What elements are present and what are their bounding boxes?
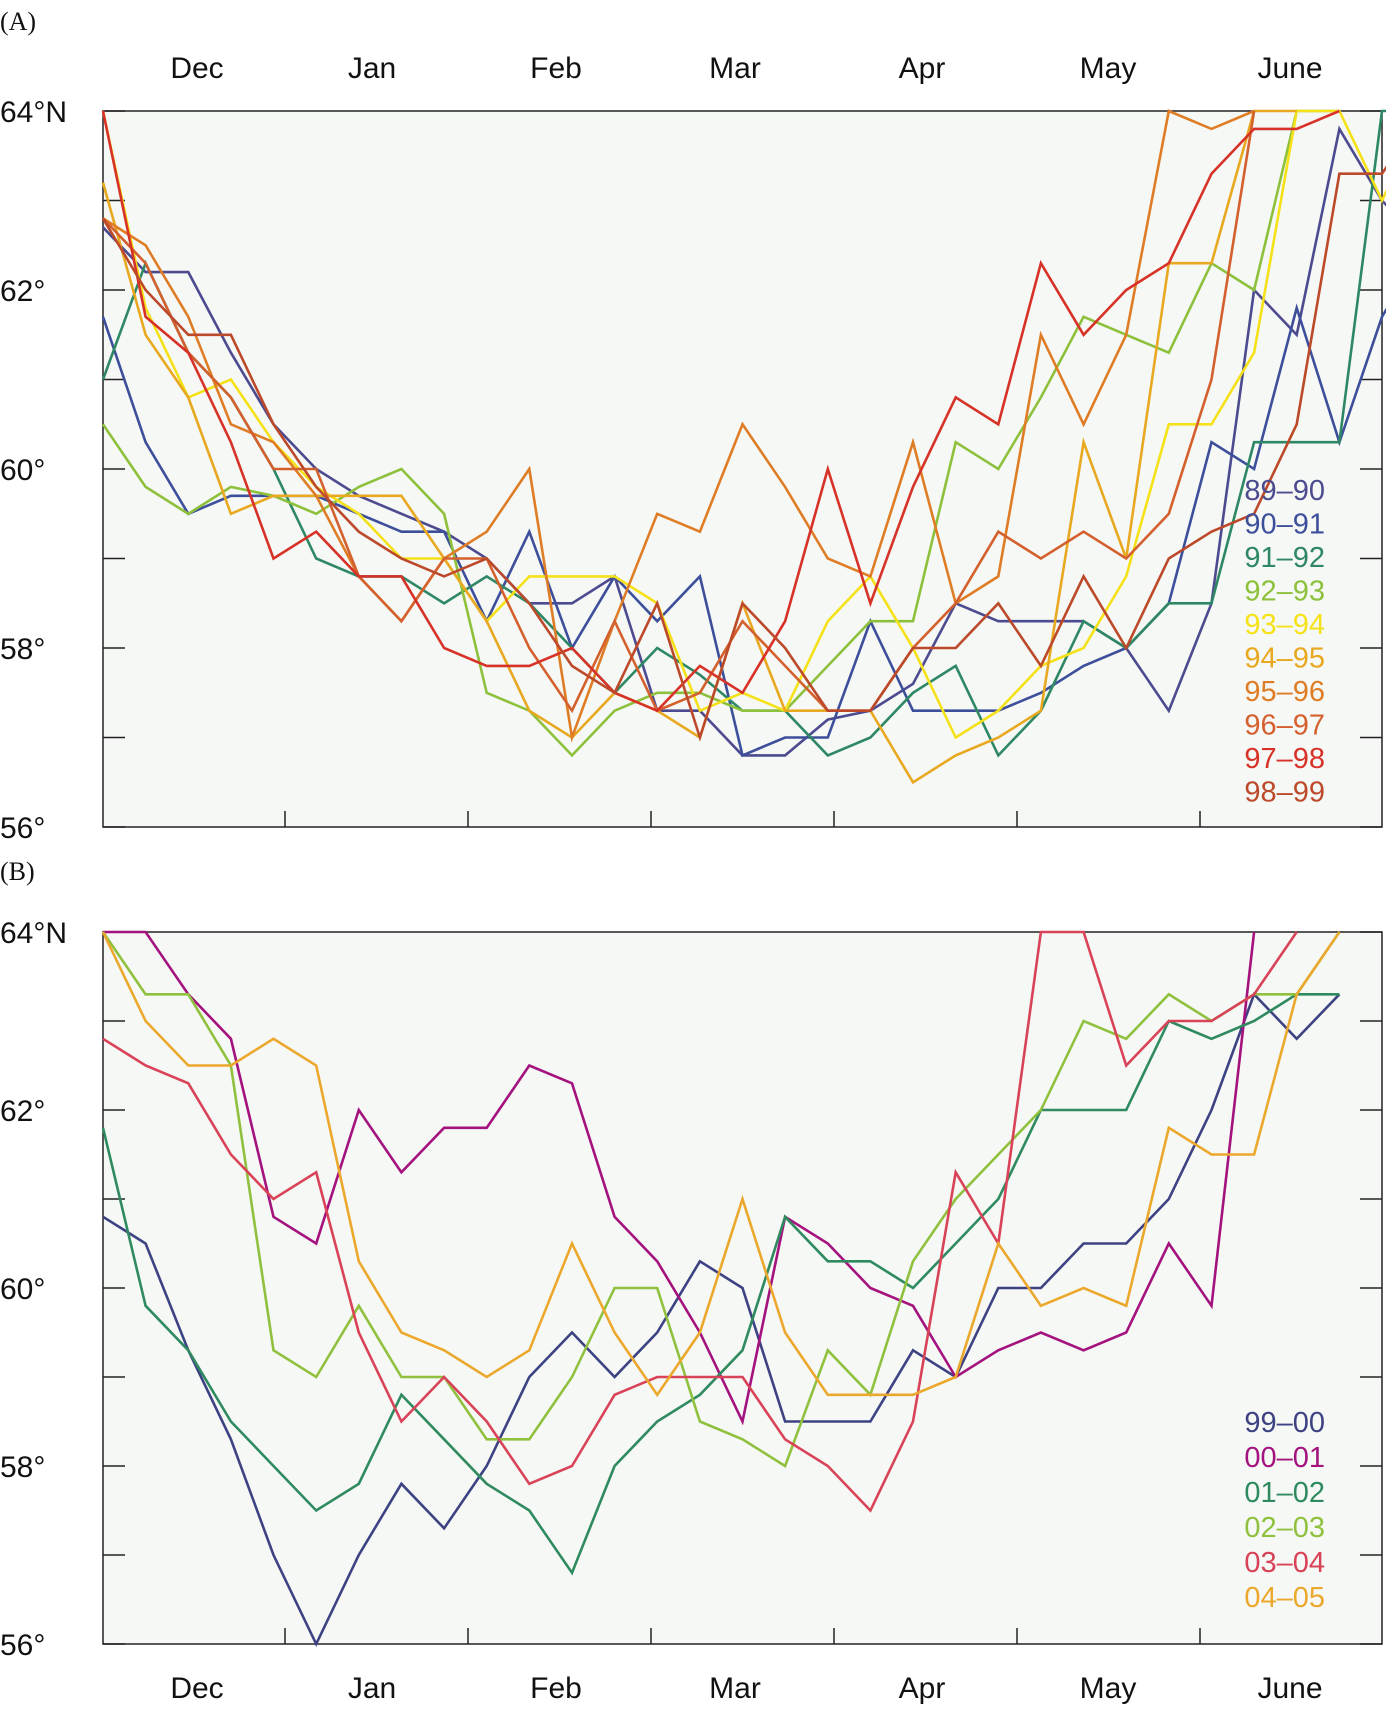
legend-entry: 04–05 — [1244, 1582, 1325, 1614]
y-tick-label: 58° — [0, 633, 45, 666]
series-line-93–94 — [101, 109, 1386, 740]
panel-a-y-tick-labels: 56° 58° 60° 62° 64°N — [0, 96, 67, 845]
month-label: Apr — [899, 1672, 946, 1705]
y-tick-label: 56° — [0, 812, 45, 845]
month-label: Mar — [709, 52, 761, 85]
legend-entry: 02–03 — [1244, 1512, 1325, 1544]
panel-a-legend: 89–90 90–91 91–92 92–93 93–94 94–95 95–9… — [1244, 475, 1325, 809]
month-label: Dec — [170, 52, 223, 85]
panel-b-series-lines — [101, 930, 1341, 1648]
panel-b-legend: 99–00 00–01 01–02 02–03 03–04 04–05 — [1244, 1407, 1325, 1614]
y-tick-label: 64°N — [0, 917, 67, 950]
series-line-96–97 — [102, 110, 1256, 714]
y-tick-label: 56° — [0, 1629, 45, 1662]
panel-a-label: (A) — [0, 7, 36, 36]
series-line-90–91 — [101, 303, 1386, 758]
month-label: Dec — [170, 1672, 223, 1705]
legend-entry: 98–99 — [1244, 777, 1325, 809]
series-line-00–01 — [103, 930, 1256, 1426]
legend-entry: 91–92 — [1244, 542, 1325, 574]
y-tick-label: 64°N — [0, 96, 67, 129]
y-tick-label: 60° — [0, 454, 45, 487]
panel-a: (A) Dec Jan Feb Mar Apr May June 56° 58°… — [0, 7, 1386, 845]
y-tick-label: 62° — [0, 1095, 45, 1128]
legend-entry: 89–90 — [1244, 475, 1325, 507]
legend-entry: 00–01 — [1244, 1442, 1325, 1474]
panel-a-axes-frame — [102, 110, 1383, 828]
legend-entry: 03–04 — [1244, 1547, 1325, 1579]
legend-entry: 93–94 — [1244, 609, 1325, 641]
series-line-02–03 — [101, 931, 1341, 1468]
month-label: June — [1257, 1672, 1322, 1705]
y-tick-label: 60° — [0, 1273, 45, 1306]
month-label: Apr — [899, 52, 946, 85]
panel-a-series-lines — [101, 109, 1386, 785]
y-tick-label: 62° — [0, 275, 45, 308]
series-line-97–98 — [101, 109, 1340, 713]
series-line-03–04 — [102, 930, 1298, 1513]
month-label: May — [1080, 52, 1137, 85]
legend-entry: 94–95 — [1244, 643, 1325, 675]
month-label: Feb — [530, 52, 582, 85]
panel-a-month-labels: Dec Jan Feb Mar Apr May June — [170, 52, 1322, 85]
month-label: Mar — [709, 1672, 761, 1705]
legend-entry: 96–97 — [1244, 710, 1325, 742]
legend-entry: 01–02 — [1244, 1477, 1325, 1509]
legend-entry: 95–96 — [1244, 676, 1325, 708]
month-label: Jan — [348, 52, 396, 85]
y-tick-label: 58° — [0, 1451, 45, 1484]
month-label: Jan — [348, 1672, 396, 1705]
legend-entry: 97–98 — [1244, 743, 1325, 775]
panel-b-month-labels: Dec Jan Feb Mar Apr May June — [170, 1672, 1322, 1705]
panel-b-label: (B) — [0, 857, 35, 886]
month-label: June — [1257, 52, 1322, 85]
panel-b-axes-frame — [102, 931, 1383, 1645]
month-label: May — [1080, 1672, 1137, 1705]
legend-entry: 92–93 — [1244, 576, 1325, 608]
series-line-99–00 — [102, 991, 1341, 1648]
series-line-01–02 — [101, 992, 1340, 1576]
legend-entry: 90–91 — [1244, 509, 1325, 541]
legend-entry: 99–00 — [1244, 1407, 1325, 1439]
panel-b: (B) Dec Jan Feb Mar Apr May June 56° 58°… — [0, 857, 1383, 1705]
panel-b-y-tick-labels: 56° 58° 60° 62° 64°N — [0, 917, 67, 1662]
series-line-98–99 — [101, 165, 1386, 742]
month-label: Feb — [530, 1672, 582, 1705]
series-line-04–05 — [101, 931, 1341, 1398]
